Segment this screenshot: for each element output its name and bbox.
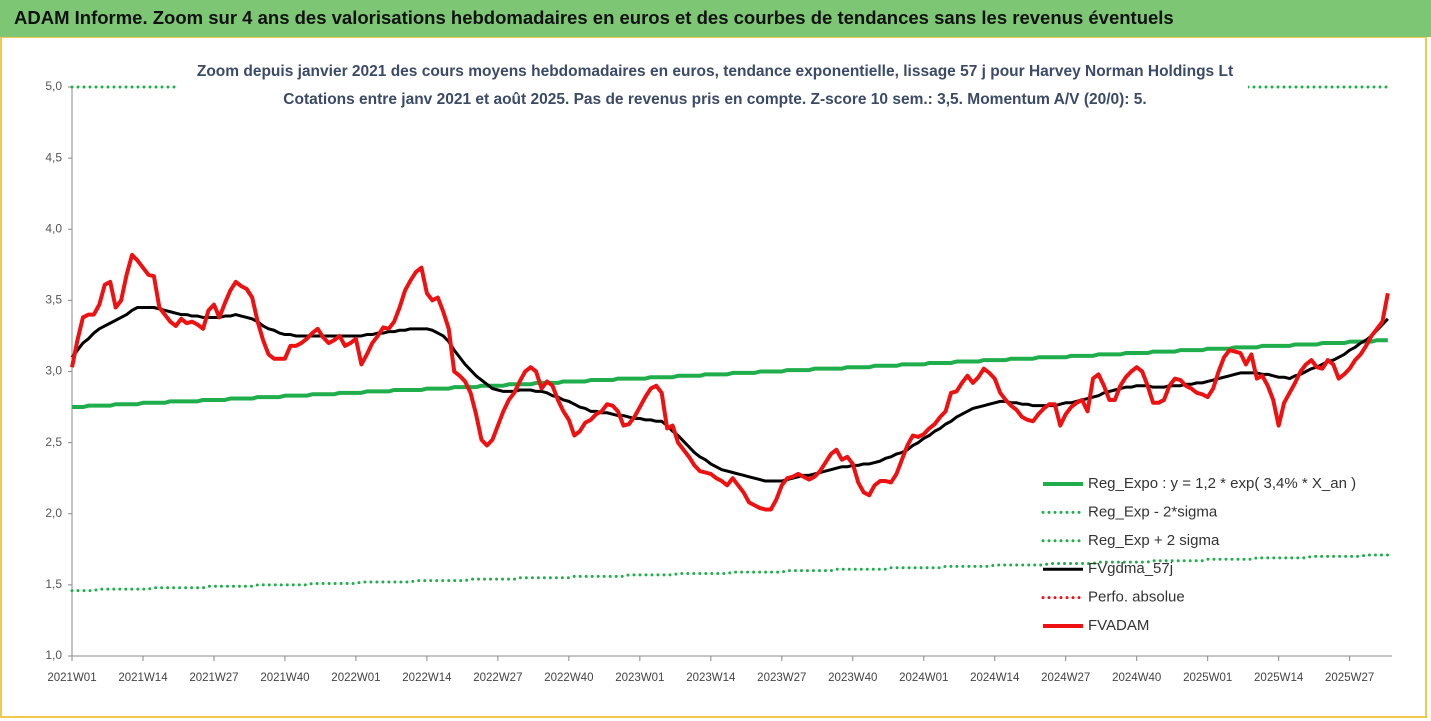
legend-label: FVgdma_57j <box>1088 560 1173 577</box>
x-tick-label: 2023W40 <box>828 672 877 684</box>
x-tick-label: 2024W27 <box>1041 672 1090 684</box>
x-tick-label: 2022W40 <box>544 672 593 684</box>
series-line <box>70 553 1390 593</box>
title-bar <box>0 0 1431 37</box>
x-tick-label: 2022W14 <box>402 672 452 684</box>
legend: Reg_Expo : y = 1,2 * exp( 3,4% * X_an ) R… <box>1041 475 1356 634</box>
x-tick-label: 2024W14 <box>970 672 1020 684</box>
x-tick-label: 2021W27 <box>189 672 238 684</box>
x-tick-label: 2024W01 <box>899 672 948 684</box>
plot-area: 1,0 1,5 2,0 2,5 3,0 3,5 4,0 4,5 5,0 2021W01 2021W1… <box>45 79 1392 684</box>
x-tick-label: 2023W14 <box>686 672 736 684</box>
y-tick-label: 1,5 <box>45 577 62 591</box>
x-tick-label: 2021W40 <box>260 672 309 684</box>
chart-subtitle: Cotations entre janv 2021 et août 2025. … <box>283 91 1146 108</box>
legend-label: Perfo. absolue <box>1088 589 1185 606</box>
series-line <box>70 252 1390 512</box>
y-tick-label: 3,0 <box>45 364 62 378</box>
y-tick-label: 1,0 <box>45 648 62 662</box>
legend-label: Reg_Exp + 2 sigma <box>1088 532 1220 549</box>
x-tick-label: 2024W40 <box>1112 672 1161 684</box>
subtitle-box <box>176 55 1248 115</box>
y-tick-label: 4,0 <box>45 221 62 235</box>
x-tick-label: 2021W14 <box>118 672 168 684</box>
y-tick-label: 4,5 <box>45 150 62 164</box>
legend-label: Reg_Exp - 2*sigma <box>1088 503 1218 520</box>
chart-title: ADAM Informe. Zoom sur 4 ans des valoris… <box>14 7 1174 28</box>
x-tick-label: 2023W01 <box>615 672 664 684</box>
legend-label: FVADAM <box>1088 617 1149 634</box>
y-tick-label: 3,5 <box>45 293 62 307</box>
x-tick-label: 2025W14 <box>1254 672 1304 684</box>
x-tick-label: 2025W27 <box>1325 672 1374 684</box>
x-tick-label: 2025W01 <box>1183 672 1232 684</box>
y-tick-label: 2,0 <box>45 506 62 520</box>
series-line <box>72 338 1388 410</box>
x-tick-label: 2022W01 <box>331 672 380 684</box>
chart-subtitle: Zoom depuis janvier 2021 des cours moyen… <box>197 63 1233 80</box>
x-tick-label: 2023W27 <box>757 672 806 684</box>
x-tick-label: 2022W27 <box>473 672 522 684</box>
legend-label: Reg_Expo : y = 1,2 * exp( 3,4% * X_an ) <box>1088 475 1356 492</box>
y-tick-label: 2,5 <box>45 435 62 449</box>
x-tick-label: 2021W01 <box>47 672 96 684</box>
y-tick-label: 5,0 <box>45 79 62 93</box>
